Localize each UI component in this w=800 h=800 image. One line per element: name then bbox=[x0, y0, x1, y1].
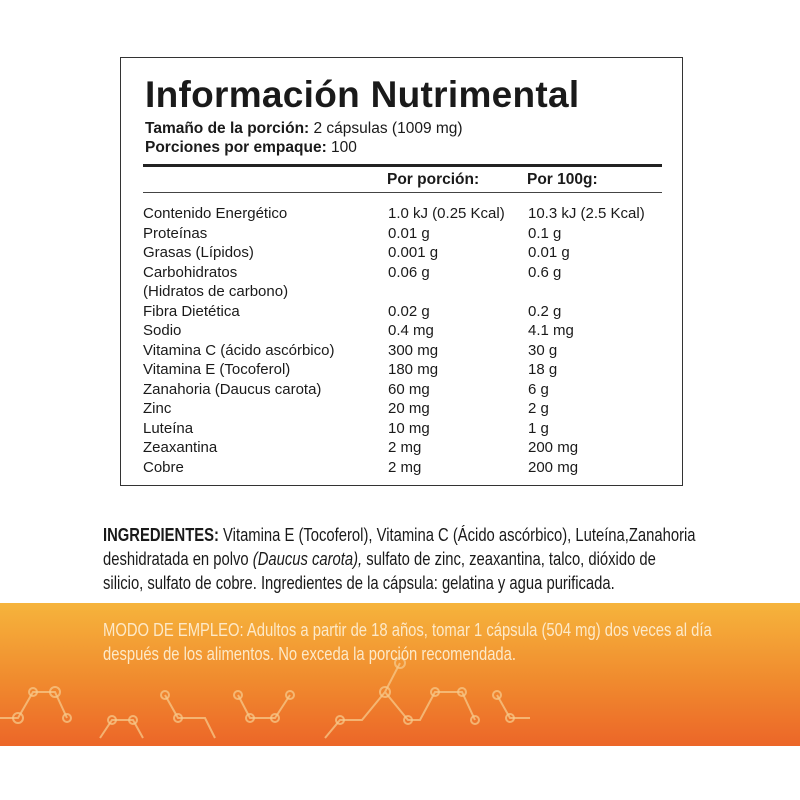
per-100g-value: 30 g bbox=[528, 341, 558, 359]
nutrient-name: Vitamina E (Tocoferol) bbox=[143, 361, 291, 378]
nutrient-row: Proteínas 0.01 g 0.1 g bbox=[143, 224, 682, 244]
nutrient-name: Sodio bbox=[143, 322, 182, 339]
nutrient-row: (Hidratos de carbono) bbox=[143, 282, 682, 302]
nutrient-name: Grasas (Lípidos) bbox=[143, 244, 254, 261]
nutrient-row: Sodio 0.4 mg 4.1 mg bbox=[143, 321, 682, 341]
nutrient-row: Zanahoria (Daucus carota) 60 mg 6 g bbox=[143, 380, 682, 400]
per-100g-value: 4.1 mg bbox=[528, 322, 574, 339]
per-serving-value: 1.0 kJ (0.25 Kcal) bbox=[388, 205, 505, 222]
nutrient-row: Contenido Energético 1.0 kJ (0.25 Kcal) 10… bbox=[143, 204, 682, 224]
nutrient-table: Contenido Energético 1.0 kJ (0.25 Kcal) 10… bbox=[143, 204, 682, 477]
usage-band bbox=[0, 603, 800, 746]
nutrient-name: Cobre bbox=[143, 458, 184, 476]
serving-size: Tamaño de la porción: 2 cápsulas (1009 m… bbox=[145, 120, 463, 137]
nutrient-name: Proteínas bbox=[143, 224, 208, 242]
per-100g-value: 1 g bbox=[528, 419, 549, 437]
nutrient-name: Vitamina C (ácido ascórbico) bbox=[143, 341, 335, 359]
per-100g-value: 0.2 g bbox=[528, 302, 562, 320]
per-serving-value: 300 mg bbox=[388, 341, 439, 359]
nutrient-name: Contenido Energético bbox=[143, 205, 288, 222]
nutrient-name: Fibra Dietética bbox=[143, 302, 240, 320]
per-100g-value: 200 mg bbox=[528, 439, 579, 456]
per-serving-value: 60 mg bbox=[388, 380, 430, 398]
per-serving-value: 0.4 mg bbox=[388, 322, 434, 339]
nutrient-row: Vitamina C (ácido ascórbico) 300 mg 30 g bbox=[143, 341, 682, 361]
nutrient-row: Carbohidratos 0.06 g 0.6 g bbox=[143, 263, 682, 283]
divider-thin bbox=[143, 192, 662, 193]
per-serving-value: 10 mg bbox=[388, 419, 430, 437]
nutrient-row: Luteína 10 mg 1 g bbox=[143, 419, 682, 439]
per-serving-value: 0.02 g bbox=[388, 302, 430, 320]
nutrient-name: Zeaxantina bbox=[143, 439, 218, 456]
molecule-pattern bbox=[0, 657, 530, 739]
per-100g-value: 6 g bbox=[528, 380, 549, 398]
ingredients-text: INGREDIENTES: Vitamina E (Tocoferol), Vi… bbox=[103, 524, 696, 593]
nutrient-name: Zinc bbox=[143, 400, 172, 417]
header-per-100g: Por 100g: bbox=[527, 171, 598, 188]
nutrient-row: Fibra Dietética 0.02 g 0.2 g bbox=[143, 302, 682, 322]
nutrient-row: Cobre 2 mg 200 mg bbox=[143, 458, 682, 478]
per-serving-value: 0.01 g bbox=[388, 224, 430, 242]
per-serving-value: 180 mg bbox=[388, 361, 439, 378]
per-serving-value: 20 mg bbox=[388, 400, 430, 417]
per-100g-value: 10.3 kJ (2.5 Kcal) bbox=[528, 205, 645, 222]
servings-per-container: Porciones por empaque: 100 bbox=[145, 139, 357, 156]
panel-title: Información Nutrimental bbox=[145, 74, 580, 115]
nutrient-name: Zanahoria (Daucus carota) bbox=[143, 380, 322, 398]
per-100g-value: 2 g bbox=[528, 400, 549, 417]
per-serving-value: 2 mg bbox=[388, 439, 422, 456]
nutrition-facts-panel: Información Nutrimental Tamaño de la por… bbox=[120, 57, 683, 486]
nutrient-row: Zinc 20 mg 2 g bbox=[143, 399, 682, 419]
nutrient-row: Grasas (Lípidos) 0.001 g 0.01 g bbox=[143, 243, 682, 263]
per-100g-value: 0.01 g bbox=[528, 244, 570, 261]
nutrient-name: Luteína bbox=[143, 419, 194, 437]
per-serving-value: 2 mg bbox=[388, 458, 422, 476]
usage-text: MODO DE EMPLEO: Adultos a partir de 18 a… bbox=[103, 619, 712, 664]
per-serving-value: 0.001 g bbox=[388, 244, 439, 261]
nutrient-name: Carbohidratos bbox=[143, 263, 238, 281]
per-100g-value: 0.6 g bbox=[528, 263, 562, 281]
nutrient-row: Vitamina E (Tocoferol) 180 mg 18 g bbox=[143, 360, 682, 380]
per-100g-value: 18 g bbox=[528, 361, 558, 378]
per-serving-value: 0.06 g bbox=[388, 263, 430, 281]
per-100g-value: 0.1 g bbox=[528, 224, 562, 242]
per-100g-value: 200 mg bbox=[528, 458, 579, 476]
header-per-serving: Por porción: bbox=[387, 171, 480, 188]
nutrient-row: Zeaxantina 2 mg 200 mg bbox=[143, 438, 682, 458]
divider-thick bbox=[143, 164, 662, 167]
nutrient-name: (Hidratos de carbono) bbox=[143, 283, 289, 300]
